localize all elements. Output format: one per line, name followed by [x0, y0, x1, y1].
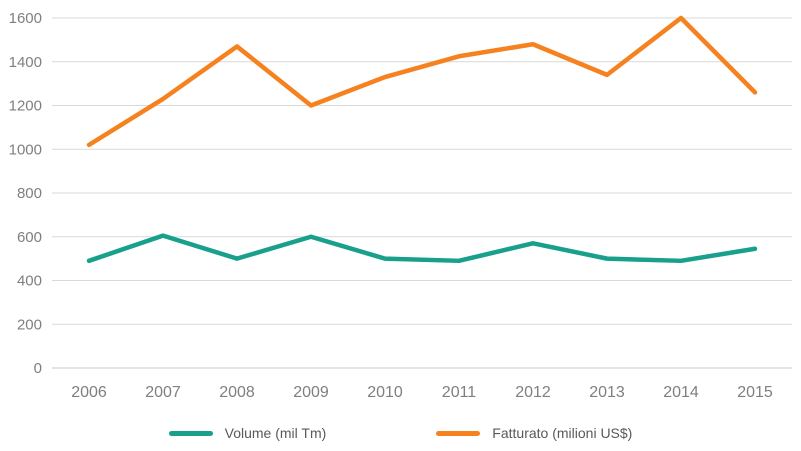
- x-tick-label: 2015: [737, 384, 773, 401]
- y-tick-label: 1200: [9, 98, 42, 115]
- y-tick-label: 1000: [9, 141, 42, 158]
- x-tick-label: 2011: [442, 384, 477, 401]
- legend-item: Fatturato (milioni US$): [436, 425, 632, 441]
- y-tick-label: 1400: [9, 54, 42, 71]
- legend-label: Fatturato (milioni US$): [492, 425, 633, 441]
- legend-label: Volume (mil Tm): [224, 425, 327, 441]
- y-tick-label: 0: [34, 360, 42, 377]
- x-tick-label: 2012: [515, 384, 551, 401]
- legend-item: Volume (mil Tm): [168, 425, 327, 441]
- legend-swatch: [168, 430, 213, 436]
- y-tick-label: 200: [17, 316, 42, 333]
- x-tick-label: 2014: [663, 384, 699, 401]
- series-line-0: [86, 233, 758, 264]
- legend-swatch: [436, 430, 481, 436]
- x-tick-label: 2006: [71, 384, 107, 401]
- chart-canvas: 0 200 400 600 800 1000 1200 1400 1600 2006 2007 200…: [9, 10, 792, 401]
- chart-legend: Volume (mil Tm) Fatturato (milioni US$): [0, 425, 801, 441]
- y-tick-label: 600: [17, 229, 42, 246]
- y-tick-label: 400: [17, 273, 42, 290]
- y-tick-label: 800: [17, 185, 42, 202]
- x-tick-label: 2007: [145, 384, 181, 401]
- y-tick-label: 1600: [9, 10, 42, 27]
- x-tick-label: 2013: [589, 384, 625, 401]
- x-tick-label: 2008: [219, 384, 255, 401]
- series-line-1: [86, 15, 758, 148]
- x-tick-label: 2009: [293, 384, 329, 401]
- x-tick-label: 2010: [367, 384, 403, 401]
